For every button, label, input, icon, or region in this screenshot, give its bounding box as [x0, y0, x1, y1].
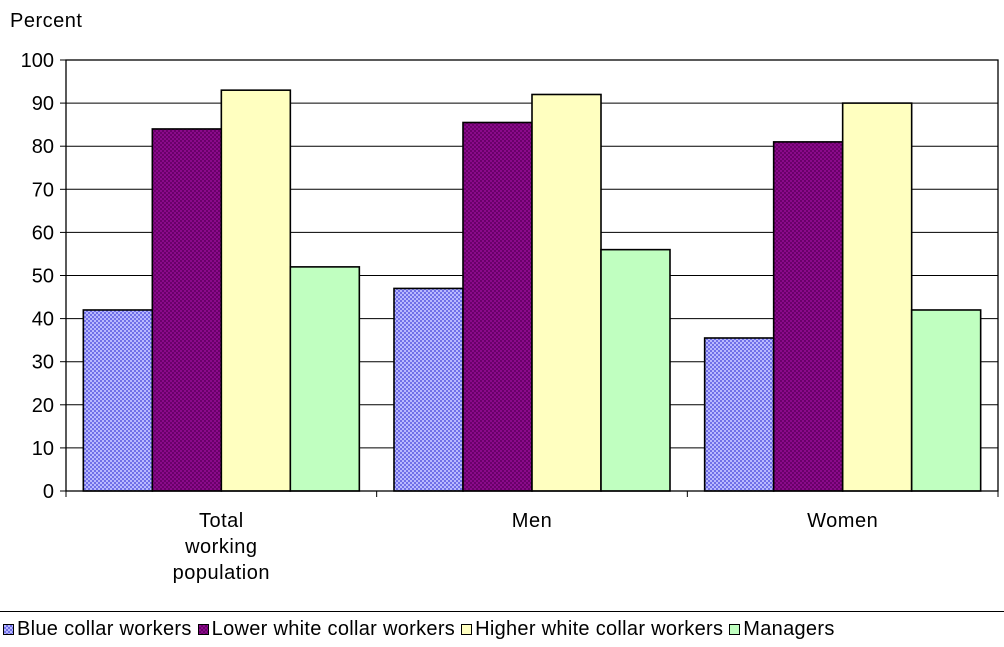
- bar: [841, 102, 913, 492]
- x-tick-label: Women: [807, 510, 878, 532]
- legend-item: Managers: [729, 618, 834, 641]
- y-tick-label: 50: [32, 266, 54, 288]
- bar: [462, 121, 533, 492]
- bar: [910, 309, 982, 492]
- legend-label: Higher white collar workers: [475, 618, 724, 640]
- y-tick-label: 80: [32, 136, 54, 158]
- y-tick-label: 40: [32, 309, 54, 331]
- y-tick-label: 10: [32, 438, 54, 460]
- plot-frame: [65, 59, 999, 492]
- bar: [289, 266, 361, 492]
- bar: [703, 337, 775, 492]
- legend: Blue collar workers Lower white collar wo…: [0, 611, 1004, 647]
- bar: [393, 287, 464, 492]
- bar: [220, 89, 292, 492]
- y-tick-label: 60: [32, 222, 54, 244]
- y-tick-label: 70: [32, 179, 54, 201]
- legend-item: Lower white collar workers: [197, 618, 456, 641]
- legend-label: Managers: [743, 618, 835, 640]
- bar: [151, 128, 223, 492]
- x-tick-label: Total: [199, 510, 244, 532]
- bar: [772, 141, 844, 492]
- y-tick-label: 30: [32, 352, 54, 374]
- y-axis-title: Percent: [10, 10, 82, 32]
- legend-swatch: [729, 624, 741, 635]
- axes: [60, 59, 999, 497]
- bar: [82, 309, 154, 492]
- legend-item: Higher white collar workers: [461, 618, 723, 641]
- bars: [82, 89, 982, 492]
- x-tick-label: Men: [512, 510, 552, 532]
- y-tick-label: 0: [43, 481, 54, 503]
- y-tick-label: 90: [32, 93, 54, 115]
- y-tick-label: 20: [32, 395, 54, 417]
- bar: [600, 248, 671, 492]
- legend-swatch: [3, 624, 14, 635]
- tick-labels: 0 10 20 30 40 50 60 70 80 90 100 Total working popula…: [21, 50, 878, 584]
- bar-chart: Percent 0 10 20 30 40 50 60 70 80 90 100 Total worki…: [10, 10, 999, 584]
- legend-swatch: [197, 624, 209, 635]
- legend-label: Lower white collar workers: [211, 618, 456, 640]
- legend-swatch: [461, 624, 473, 635]
- x-tick-label: working: [184, 536, 257, 558]
- legend-label: Blue collar workers: [17, 618, 192, 640]
- legend-item: Blue collar workers: [3, 618, 192, 641]
- y-tick-label: 100: [21, 50, 54, 72]
- bar: [531, 93, 602, 492]
- x-tick-label: population: [173, 562, 270, 584]
